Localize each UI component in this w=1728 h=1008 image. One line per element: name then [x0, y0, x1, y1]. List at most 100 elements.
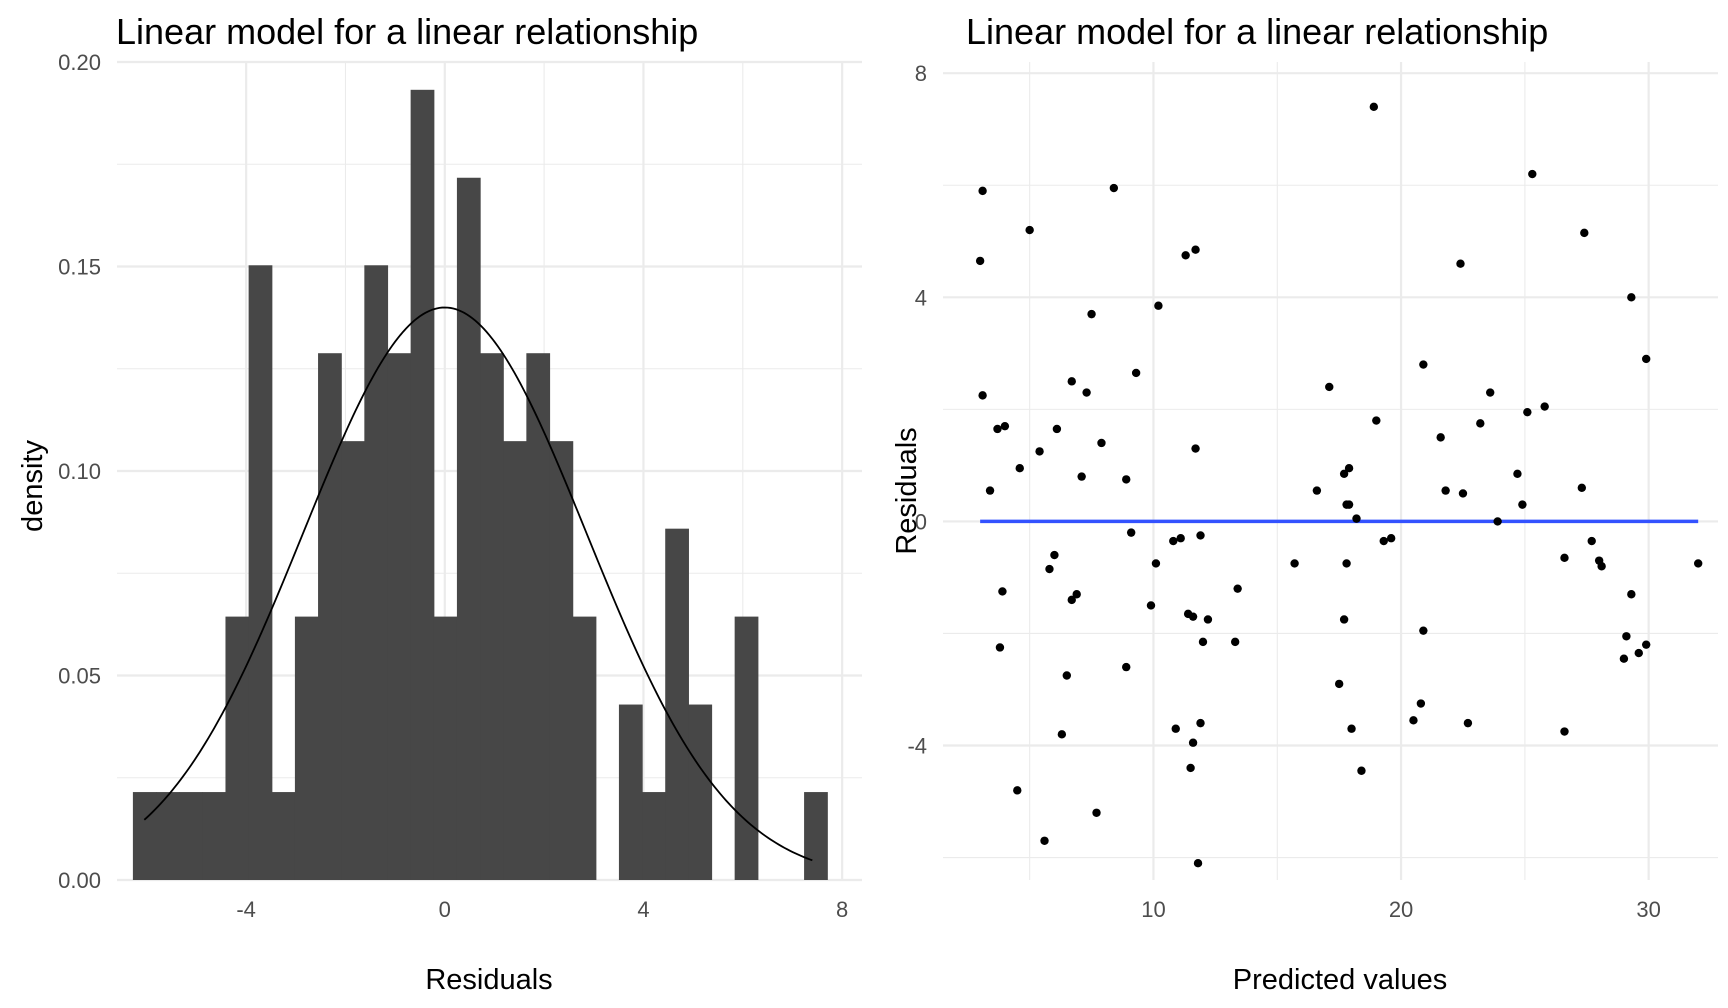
histogram-bar [618, 704, 643, 880]
scatter-point [1233, 584, 1242, 593]
histogram-title: Linear model for a linear relationship [116, 11, 698, 52]
scatter-point [1379, 536, 1388, 546]
scatter-point [1518, 500, 1527, 509]
scatter-point [1097, 438, 1106, 448]
scatter-x-tick-label: 20 [1389, 897, 1413, 922]
scatter-point [1619, 654, 1629, 663]
scatter-point [1597, 562, 1606, 571]
histogram-bar [318, 353, 342, 880]
histogram-bar [433, 616, 458, 880]
scatter-point [1092, 808, 1101, 817]
scatter-y-axis-title: Residuals [891, 427, 923, 554]
scatter-point [1325, 382, 1334, 392]
scatter-point [1528, 169, 1537, 179]
histogram-bar [341, 441, 365, 880]
scatter-point [1052, 424, 1062, 434]
scatter-point [995, 643, 1005, 652]
histogram-bar [734, 616, 759, 880]
histogram-bar [294, 616, 319, 880]
scatter-point [1122, 475, 1131, 484]
scatter-point [1334, 679, 1344, 689]
scatter-point [1386, 534, 1396, 543]
scatter-point [978, 391, 987, 400]
histogram-panel: Linear model for a linear relationship 0… [17, 11, 862, 996]
scatter-point [1188, 738, 1198, 747]
scatter-point [1050, 550, 1059, 560]
scatter-point [998, 587, 1007, 596]
histogram-bar [248, 265, 273, 880]
scatter-x-tick-label: 30 [1636, 897, 1660, 922]
scatter-point [1146, 601, 1156, 610]
scatter-point [985, 486, 995, 495]
scatter-point [1634, 648, 1643, 658]
scatter-point [1191, 245, 1200, 254]
scatter-point [1436, 433, 1445, 442]
scatter-point [1369, 102, 1379, 112]
histogram-y-axis-title: density [17, 440, 49, 532]
histogram-bar [688, 704, 713, 880]
scatter-point [1122, 662, 1131, 672]
scatter-point [1025, 225, 1034, 235]
scatter-point [1013, 786, 1022, 795]
scatter-point [1154, 301, 1163, 310]
scatter-point [1035, 447, 1044, 456]
scatter-point [1347, 724, 1356, 733]
histogram-x-tick-labels: -4 0 4 8 [236, 897, 848, 922]
scatter-point [1641, 640, 1651, 649]
scatter-point [1196, 531, 1205, 540]
scatter-title: Linear model for a linear relationship [966, 11, 1548, 52]
histogram-bar [526, 353, 551, 880]
histogram-bar [410, 89, 435, 880]
scatter-point [1419, 360, 1428, 369]
scatter-point [1523, 407, 1532, 417]
scatter-point [1622, 632, 1631, 641]
scatter-point [1416, 699, 1426, 708]
scatter-point [1015, 463, 1024, 473]
histogram-bar [456, 177, 481, 880]
histogram-bar [387, 353, 412, 880]
histogram-y-tick-label: 0.20 [58, 50, 101, 75]
histogram-bar [364, 265, 389, 880]
scatter-point [1109, 183, 1119, 193]
scatter-x-tick-labels: 10 20 30 [1141, 897, 1661, 922]
scatter-point [1067, 595, 1076, 605]
scatter-point [1493, 517, 1502, 526]
scatter-point [1186, 763, 1195, 773]
scatter-point [1352, 514, 1361, 523]
scatter-x-axis-title: Predicted values [1233, 964, 1447, 996]
histogram-y-tick-label: 0.00 [58, 868, 101, 893]
scatter-point [1062, 671, 1072, 680]
scatter-point [1067, 377, 1076, 386]
scatter-points [975, 102, 1703, 868]
histogram-x-tick-label: 8 [836, 897, 848, 922]
scatter-point [1409, 716, 1418, 725]
scatter-point [1627, 590, 1636, 599]
histogram-x-axis-title: Residuals [425, 964, 552, 996]
scatter-point [1560, 727, 1569, 736]
scatter-point [1312, 486, 1322, 495]
scatter-point [1339, 469, 1349, 479]
scatter-point [1290, 559, 1299, 568]
scatter-point [1458, 489, 1468, 498]
scatter-point [1580, 228, 1589, 238]
scatter-point [1441, 486, 1450, 495]
scatter-point [1040, 836, 1049, 845]
histogram-x-tick-label: 0 [439, 897, 451, 922]
histogram-bar [156, 792, 180, 880]
scatter-point [1456, 259, 1465, 268]
histogram-bar [480, 353, 504, 880]
scatter-point [1641, 354, 1651, 364]
histogram-bar [642, 792, 666, 880]
scatter-point [1560, 553, 1569, 563]
scatter-point [1196, 718, 1205, 728]
scatter-point [1045, 564, 1054, 574]
scatter-point [1203, 615, 1213, 624]
histogram-y-tick-label: 0.05 [58, 664, 101, 689]
scatter-point [1126, 528, 1136, 537]
scatter-y-tick-labels: -4 0 4 8 [907, 61, 927, 758]
scatter-point [1072, 590, 1081, 599]
scatter-point [1486, 388, 1495, 397]
histogram-x-tick-label: 4 [637, 897, 649, 922]
scatter-y-tick-label: 0 [915, 509, 927, 534]
histogram-bar [572, 616, 597, 880]
